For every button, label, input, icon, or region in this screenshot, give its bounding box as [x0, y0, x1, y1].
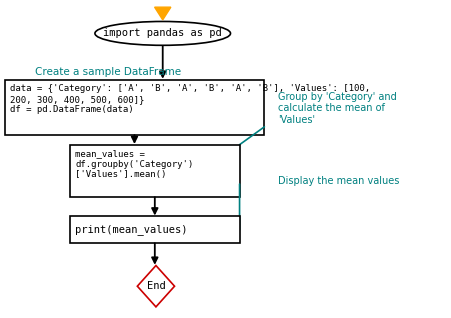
Text: mean_values =
df.groupby('Category')
['Values'].mean(): mean_values = df.groupby('Category') ['V…	[75, 149, 193, 179]
Text: Display the mean values: Display the mean values	[277, 176, 399, 186]
Polygon shape	[137, 266, 174, 307]
Text: Group by 'Category' and
calculate the mean of
'Values': Group by 'Category' and calculate the me…	[277, 92, 396, 125]
Text: End: End	[146, 281, 165, 291]
FancyBboxPatch shape	[5, 80, 264, 135]
FancyBboxPatch shape	[70, 216, 239, 243]
Text: print(mean_values): print(mean_values)	[75, 224, 188, 235]
Text: Create a sample DataFrame: Create a sample DataFrame	[35, 66, 181, 77]
FancyBboxPatch shape	[70, 145, 239, 197]
Text: import pandas as pd: import pandas as pd	[103, 28, 221, 38]
Text: data = {'Category': ['A', 'B', 'A', 'B', 'A', 'B'], 'Values': [100,
200, 300, 40: data = {'Category': ['A', 'B', 'A', 'B',…	[10, 84, 369, 114]
Ellipse shape	[95, 21, 230, 45]
Polygon shape	[154, 7, 170, 20]
